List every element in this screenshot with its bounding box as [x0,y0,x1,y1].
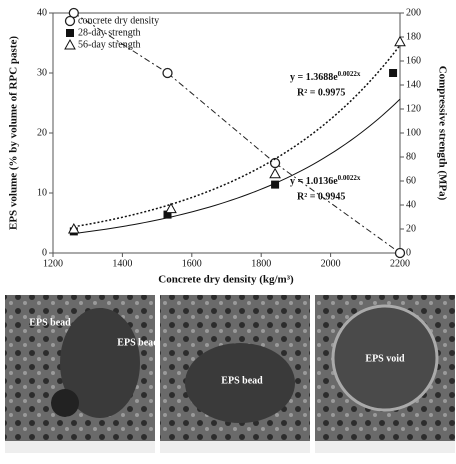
y2-tick-label: 0 [406,247,411,258]
sem-image: EPS void [315,295,455,453]
sem-images: EPS bead EPS bead EPS bead EPS void [5,295,455,453]
y2-tick-label: 180 [406,31,421,42]
y2-axis-label: Compressive strength (MPa) [436,66,448,201]
x-axis-label: Concrete dry density (kg/m³) [158,274,294,286]
sem-image: EPS bead [160,295,310,453]
y2-tick-label: 200 [406,7,421,18]
fit-equation-base: y = 1.0136e [290,176,338,187]
x-tick-label: 1400 [112,258,132,269]
point [394,35,406,47]
fit-equation-exponent: 0.0022x [338,70,361,78]
point [67,222,80,234]
point [162,67,173,79]
x-tick-label: 1800 [251,258,271,269]
y2-tick-label: 160 [406,55,421,66]
y-tick-label: 10 [37,187,47,198]
image-label: EPS bead [221,375,263,386]
y-tick-label: 0 [42,247,47,258]
y-tick-label: 40 [37,7,47,18]
chart: Concrete dry density (kg/m³) EPS volume … [8,7,449,286]
point [163,210,172,219]
y2-tick-label: 40 [406,199,416,210]
point [68,7,79,19]
y2-tick-label: 100 [406,127,421,138]
x-tick-label: 2000 [321,258,341,269]
y-tick-label: 20 [37,127,47,138]
y-tick-label: 30 [37,67,47,78]
point [389,69,398,77]
x-tick-label: 1600 [182,258,202,269]
point [165,202,177,214]
legend-label: 28-day strength [78,27,141,38]
trend-line [73,98,401,235]
fit-equation-exponent: 0.0022x [338,174,361,182]
y2-tick-label: 20 [406,223,416,234]
point [271,180,280,189]
point [269,157,281,169]
image-label: EPS bead [117,337,159,348]
image-label: EPS void [365,353,405,364]
point [394,247,406,259]
legend-marker [64,38,76,50]
fit-r-squared: R² = 0.9945 [297,191,345,202]
fit-equation: y = 1.3688e0.0022x [290,70,361,84]
legend-marker [66,29,74,37]
y2-tick-label: 120 [406,103,421,114]
legend-label: concrete dry density [78,15,159,26]
y-axis-label: EPS volume (% by volume of RPC paste) [8,36,20,230]
fit-r-squared: R² = 0.9975 [297,87,345,98]
y2-tick-label: 60 [406,175,416,186]
sem-image: EPS bead EPS bead [5,295,159,453]
fit-equation: y = 1.0136e0.0022x [290,174,361,188]
point [269,167,281,179]
image-label: EPS bead [29,317,71,328]
fit-equation-base: y = 1.3688e [290,72,338,83]
x-tick-label: 1200 [43,258,63,269]
x-tick-label: 2200 [390,258,410,269]
legend-marker [64,15,76,27]
y2-tick-label: 80 [406,151,416,162]
y2-tick-label: 140 [406,79,421,90]
legend-label: 56-day strength [78,39,141,50]
